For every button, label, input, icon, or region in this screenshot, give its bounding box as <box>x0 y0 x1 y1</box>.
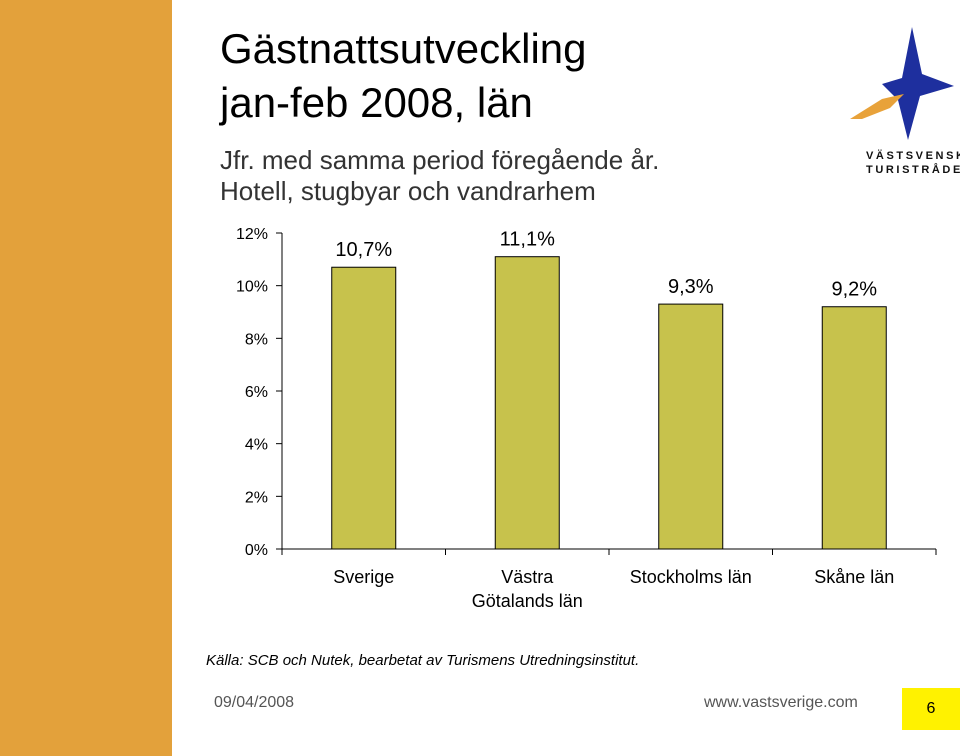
logo-text-line-2: TURISTRÅDET <box>866 164 960 176</box>
bar <box>658 303 724 550</box>
subtitle-line-2: Hotell, stugbyar och vandrarhem <box>220 176 596 206</box>
y-tick-label: 8% <box>245 331 268 348</box>
subtitle-line-1: Jfr. med samma period föregående år. <box>220 145 660 175</box>
data-label: 11,1% <box>500 229 555 251</box>
title-line-1: Gästnattsutveckling <box>220 25 587 72</box>
y-tick-label: 2% <box>245 489 268 506</box>
x-category-label: Stockholms län <box>630 567 752 587</box>
logo-text-line-1: VÄSTSVENSKA <box>866 150 960 162</box>
page-number: 6 <box>902 688 960 730</box>
decorative-sidebar <box>0 0 172 756</box>
bar <box>494 256 560 550</box>
y-tick-label: 12% <box>236 226 268 243</box>
logo-blue-star-shape <box>882 27 954 140</box>
x-category-label: Sverige <box>333 567 394 587</box>
data-label: 9,3% <box>668 276 714 298</box>
slide-title: Gästnattsutveckling jan-feb 2008, län <box>220 22 587 130</box>
footer-date: 09/04/2008 <box>214 694 295 711</box>
y-tick-label: 6% <box>245 384 268 401</box>
y-tick-label: 0% <box>245 542 268 559</box>
title-line-2: jan-feb 2008, län <box>220 79 533 126</box>
x-category-label: Västra <box>501 567 554 587</box>
x-category-label: Götalands län <box>472 591 583 611</box>
bar <box>331 266 397 550</box>
bar-chart: 0% 2% 4% 6% 8% 10% 12% 10,7% Sverige 11,1% Västra G… <box>236 226 937 611</box>
y-tick-label: 10% <box>236 279 268 296</box>
source-note: Källa: SCB och Nutek, bearbetat av Turis… <box>206 652 640 669</box>
y-tick-label: 4% <box>245 437 268 454</box>
data-label: 10,7% <box>335 239 392 261</box>
bar <box>821 306 887 550</box>
data-label: 9,2% <box>831 279 877 301</box>
logo-orange-swoosh-shape <box>850 94 904 119</box>
footer-url: www.vastsverige.com <box>704 694 858 711</box>
x-category-label: Skåne län <box>814 567 894 587</box>
vastsvenska-logo-icon <box>850 27 954 140</box>
